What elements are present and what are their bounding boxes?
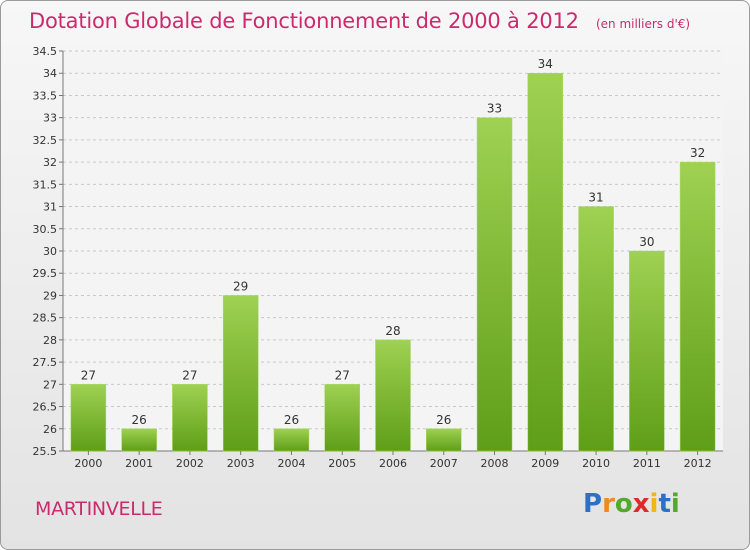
y-tick-label: 33 <box>43 112 57 125</box>
y-tick-label: 25.5 <box>33 445 58 458</box>
x-tick-label: 2007 <box>430 457 458 470</box>
y-tick-label: 27.5 <box>33 356 58 369</box>
y-tick-label: 31 <box>43 201 57 214</box>
bar <box>273 428 310 452</box>
y-tick-label: 29 <box>43 289 57 302</box>
logo-letter: i <box>670 489 680 519</box>
y-tick-label: 27 <box>43 378 57 391</box>
logo-letter: r <box>602 489 615 519</box>
x-tick-label: 2009 <box>531 457 559 470</box>
y-tick-label: 29.5 <box>33 267 58 280</box>
unit-note: (en milliers d'€) <box>595 17 691 31</box>
x-tick-label: 2010 <box>582 457 610 470</box>
y-tick-label: 33.5 <box>33 89 58 102</box>
proxiti-logo: Proxiti <box>583 489 680 519</box>
logo-letter: P <box>583 489 603 519</box>
bar <box>324 384 360 452</box>
bar-value-label: 31 <box>588 191 603 205</box>
y-tick-label: 28.5 <box>33 312 58 325</box>
logo-letter: o <box>614 489 633 519</box>
bar-value-label: 26 <box>284 413 299 427</box>
bar-value-label: 28 <box>385 324 400 338</box>
bar <box>375 339 411 452</box>
y-tick-label: 26.5 <box>33 401 58 414</box>
bar-value-label: 27 <box>335 368 350 382</box>
y-tick-label: 32 <box>43 156 57 169</box>
x-tick-label: 2011 <box>633 457 661 470</box>
x-tick-label: 2002 <box>176 457 204 470</box>
y-tick-label: 30 <box>43 245 57 258</box>
bar <box>70 384 107 452</box>
bar <box>578 206 614 452</box>
x-tick-label: 2005 <box>328 457 356 470</box>
bar-value-label: 29 <box>233 279 248 293</box>
bar <box>172 384 208 452</box>
y-tick-label: 26 <box>43 423 57 436</box>
title-row: Dotation Globale de Fonctionnement de 20… <box>29 9 690 33</box>
chart-title: Dotation Globale de Fonctionnement de 20… <box>29 9 579 33</box>
bar <box>222 295 259 452</box>
y-tick-label: 28 <box>43 334 57 347</box>
x-tick-label: 2003 <box>227 457 255 470</box>
y-tick-label: 34 <box>43 67 57 80</box>
bar-value-label: 27 <box>81 368 96 382</box>
bar-value-label: 27 <box>182 368 197 382</box>
logo-letter: t <box>658 489 671 519</box>
bar <box>121 428 157 452</box>
bar <box>527 72 564 452</box>
bar-value-label: 32 <box>690 146 705 160</box>
bar <box>629 250 665 452</box>
town-name: MARTINVELLE <box>35 498 163 520</box>
bar-value-label: 33 <box>487 102 502 116</box>
bar-value-label: 26 <box>436 413 451 427</box>
y-tick-label: 30.5 <box>33 223 58 236</box>
logo-letter: x <box>632 489 650 519</box>
x-tick-label: 2006 <box>379 457 407 470</box>
bar <box>679 161 716 452</box>
bar <box>426 428 462 452</box>
y-tick-label: 34.5 <box>33 45 58 58</box>
x-tick-label: 2000 <box>74 457 102 470</box>
x-tick-label: 2008 <box>481 457 509 470</box>
x-tick-label: 2004 <box>277 457 305 470</box>
bar-value-label: 30 <box>639 235 654 249</box>
x-tick-label: 2001 <box>125 457 153 470</box>
bar-value-label: 34 <box>538 57 553 71</box>
y-tick-label: 32.5 <box>33 134 58 147</box>
x-tick-label: 2012 <box>684 457 712 470</box>
y-tick-label: 31.5 <box>33 178 58 191</box>
logo-letter: i <box>649 489 659 519</box>
bar-value-label: 26 <box>132 413 147 427</box>
bar <box>476 117 513 452</box>
